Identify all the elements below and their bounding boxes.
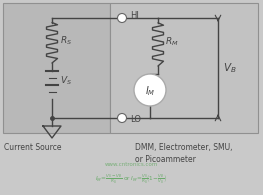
Bar	[3, 3, 110, 133]
Text: HI: HI	[130, 12, 139, 20]
Circle shape	[118, 113, 127, 122]
Text: $V_B$: $V_B$	[223, 61, 237, 75]
Text: Current Source: Current Source	[4, 143, 62, 152]
Circle shape	[118, 13, 127, 22]
Text: $R_S$: $R_S$	[60, 34, 72, 47]
Text: $I_M$: $I_M$	[145, 84, 155, 98]
Text: $R_M$: $R_M$	[165, 36, 179, 48]
Text: $V_S$: $V_S$	[60, 75, 72, 87]
Text: DMM, Electrometer, SMU,
or Picoammeter: DMM, Electrometer, SMU, or Picoammeter	[135, 143, 232, 165]
Circle shape	[134, 74, 166, 106]
Text: www.cntronics.com: www.cntronics.com	[104, 162, 158, 167]
Text: LO: LO	[130, 115, 141, 124]
Bar	[110, 3, 258, 133]
Text: $I_M\!=\!\frac{V_S-V_B}{R_S}$ or $I_M\!=\!\frac{V_S}{R_S}\!\left(1\!-\!\frac{V_B: $I_M\!=\!\frac{V_S-V_B}{R_S}$ or $I_M\!=…	[95, 172, 167, 185]
